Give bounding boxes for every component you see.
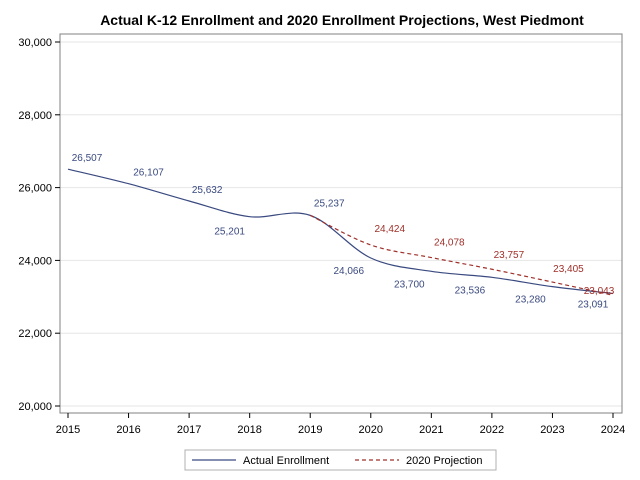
legend-box [184,449,497,471]
data-label-2020-projection: 23,757 [494,250,525,261]
data-label-2020-projection: 24,424 [374,224,405,235]
y-tick-label: 30,000 [18,37,52,49]
series-line-2020-projection [309,214,614,296]
y-tick-label: 26,000 [18,183,52,195]
series-line-actual-enrollment [67,168,614,295]
y-tick-label: 22,000 [18,328,52,340]
data-label-actual-enrollment: 25,632 [192,185,223,196]
data-label-actual-enrollment: 25,201 [214,227,245,238]
x-tick-label: 2016 [116,424,140,436]
axes: 20,000 22,000 24,000 26,000 28,000 30,000 2015… [18,37,625,436]
y-tick-label: 28,000 [18,110,52,122]
x-tick-label: 2017 [177,424,201,436]
data-label-actual-enrollment: 23,280 [515,295,546,306]
legend-label-actual-enrollment: Actual Enrollment [243,455,329,467]
plot-frame [59,33,623,414]
data-label-actual-enrollment: 26,107 [133,168,164,179]
legend-label-2020-projection: 2020 Projection [406,455,482,467]
data-label-2020-projection: 23,043 [584,286,615,297]
data-label-actual-enrollment: 25,237 [314,198,345,209]
data-label-actual-enrollment: 23,091 [578,299,609,310]
data-label-actual-enrollment: 26,507 [72,153,103,164]
data-label-2020-projection: 23,405 [553,264,584,275]
x-tick-label: 2020 [359,424,383,436]
x-tick-label: 2024 [601,424,625,436]
x-tick-label: 2019 [298,424,322,436]
chart-title: Actual K-12 Enrollment and 2020 Enrollme… [100,12,584,28]
x-tick-label: 2018 [237,424,261,436]
gridlines [60,41,622,407]
legend: Actual Enrollment 2020 Projection [184,449,497,471]
x-tick-label: 2015 [56,424,80,436]
x-tick-label: 2022 [480,424,504,436]
y-tick-label: 20,000 [18,401,52,413]
data-label-actual-enrollment: 23,700 [394,279,425,290]
y-tick-label: 24,000 [18,255,52,267]
data-labels: 26,507 26,107 25,632 25,201 25,237 24,066 23,7… [72,153,615,310]
series-lines [67,168,614,296]
data-label-2020-projection: 24,078 [434,238,465,249]
data-label-actual-enrollment: 24,066 [333,266,364,277]
x-tick-label: 2023 [540,424,564,436]
x-tick-label: 2021 [419,424,443,436]
data-label-actual-enrollment: 23,536 [455,285,486,296]
